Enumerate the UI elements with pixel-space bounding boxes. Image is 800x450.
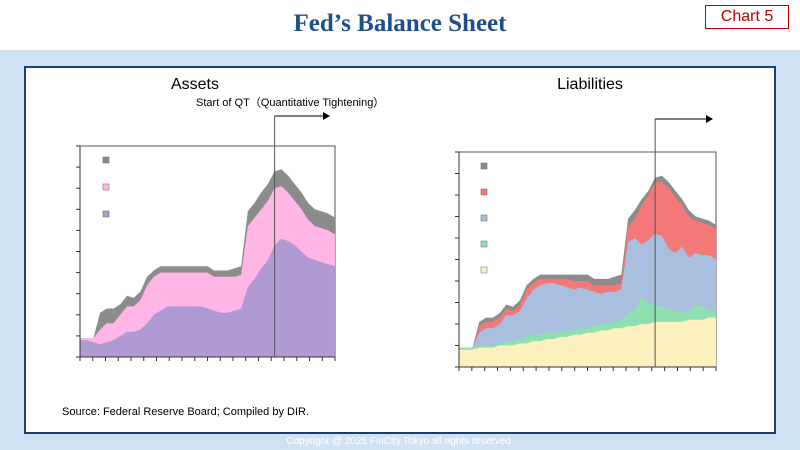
liabilities-qt-arrow-head	[706, 115, 713, 123]
liabilities-legend-swatch-cream	[480, 266, 488, 274]
assets-chart-title: Assets	[171, 76, 219, 93]
qt-annotation: Start of QT（Quantitative Tightening）	[196, 96, 384, 109]
liabilities-legend-swatch-blue	[480, 214, 488, 222]
source-note: Source: Federal Reserve Board; Compiled …	[62, 406, 309, 418]
assets-qt-arrow-head	[323, 112, 330, 120]
liabilities-series-cream-area	[459, 317, 716, 367]
liabilities-legend-swatch-gray	[480, 162, 488, 170]
chart-number-badge: Chart 5	[705, 5, 789, 29]
assets-series-purple-area	[80, 238, 335, 357]
liabilities-legend-swatch-red	[480, 188, 488, 196]
page-title: Fed’s Balance Sheet	[293, 10, 507, 37]
liabilities-chart-title: Liabilities	[557, 76, 623, 93]
liabilities-legend-swatch-green	[480, 240, 488, 248]
assets-legend-swatch-purple	[102, 210, 110, 218]
liabilities-chart	[455, 115, 717, 371]
assets-legend-swatch-pink	[102, 183, 110, 191]
assets-chart	[76, 112, 336, 361]
copyright-footer: Copyright @ 2025 FinCity.Tokyo all right…	[286, 436, 514, 447]
assets-legend-swatch-gray	[102, 156, 110, 164]
